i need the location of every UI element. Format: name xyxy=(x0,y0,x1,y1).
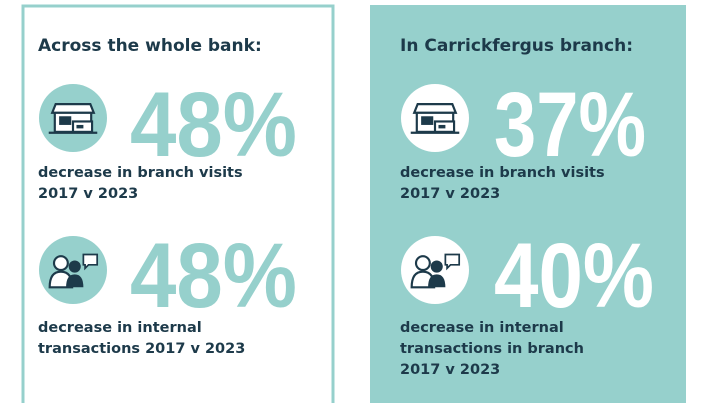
panel-heading: In Carrickfergus branch: xyxy=(400,36,633,56)
stat-caption: 2017 v 2023 xyxy=(400,186,500,202)
right-panel xyxy=(370,5,686,403)
stat-caption: transactions 2017 v 2023 xyxy=(38,341,245,357)
stat-value: 48% xyxy=(130,74,297,176)
left-panel xyxy=(21,4,335,403)
stat-value: 40% xyxy=(494,225,654,327)
stat-caption: transactions in branch xyxy=(400,341,584,357)
stat-caption: 2017 v 2023 xyxy=(400,362,500,378)
stat-value: 37% xyxy=(494,74,646,176)
branch-icon xyxy=(409,102,461,134)
stat-value: 48% xyxy=(130,225,297,327)
stat-caption: decrease in internal xyxy=(400,320,564,336)
stat-caption: decrease in internal xyxy=(38,320,202,336)
stat-caption: 2017 v 2023 xyxy=(38,186,138,202)
stat-caption: decrease in branch visits xyxy=(38,165,243,181)
branch-icon xyxy=(47,102,99,134)
panel-heading: Across the whole bank: xyxy=(38,36,262,56)
stat-caption: decrease in branch visits xyxy=(400,165,605,181)
